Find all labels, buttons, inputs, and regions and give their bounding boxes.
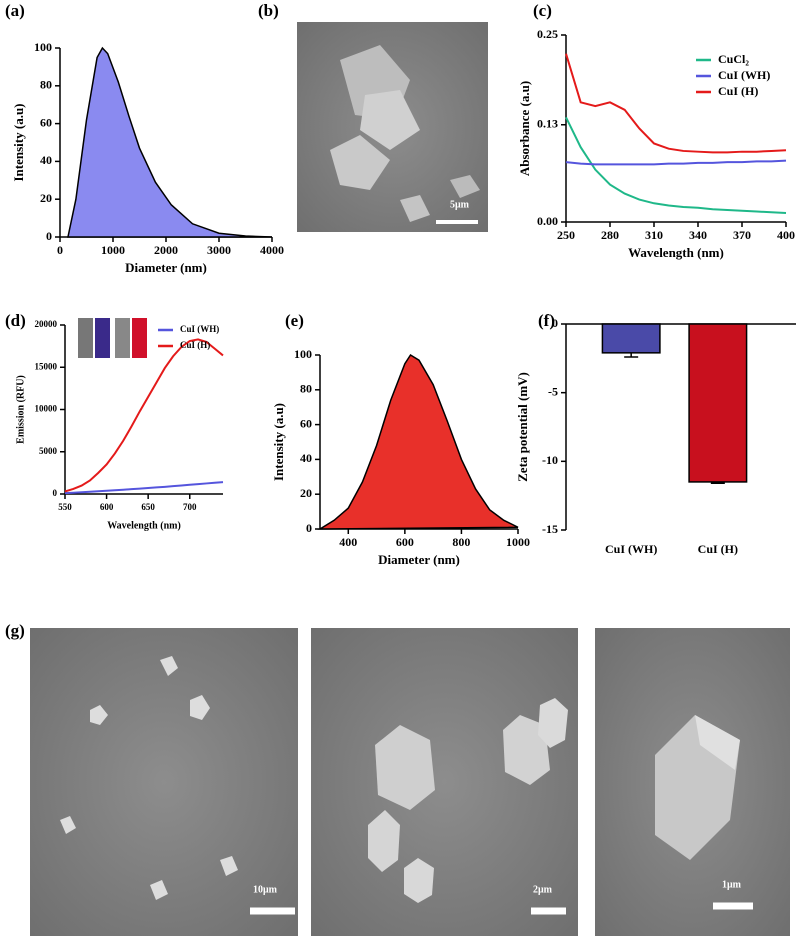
y-tick-label: 0.00 bbox=[537, 214, 558, 228]
scale-bar-label: 2μm bbox=[533, 884, 553, 895]
legend-label: CuI (H) bbox=[180, 340, 210, 350]
x-tick-label: 310 bbox=[645, 228, 663, 242]
y-axis-label: Intensity (a.u) bbox=[271, 403, 286, 481]
legend-label: CuI (H) bbox=[718, 84, 758, 98]
sem-image: 2μm bbox=[311, 628, 578, 936]
y-tick-label: -5 bbox=[548, 384, 558, 398]
sem-image: 10μm bbox=[30, 628, 298, 936]
y-tick-label: 40 bbox=[40, 153, 52, 167]
y-tick-label: 5000 bbox=[39, 446, 58, 456]
line bbox=[565, 159, 787, 166]
x-tick-label: 250 bbox=[557, 228, 575, 242]
panel-label: (g) bbox=[5, 621, 25, 640]
y-tick-label: 20 bbox=[300, 486, 312, 500]
y-tick-label: 80 bbox=[40, 78, 52, 92]
y-axis-label: Intensity (a.u) bbox=[11, 103, 26, 181]
x-axis-label: Diameter (nm) bbox=[125, 260, 207, 275]
y-tick-label: 40 bbox=[300, 451, 312, 465]
y-tick-label: 0 bbox=[46, 229, 52, 243]
panel-label: (c) bbox=[533, 1, 552, 20]
x-tick-label: CuI (H) bbox=[698, 542, 738, 556]
x-tick-label: 550 bbox=[58, 502, 72, 512]
line bbox=[565, 53, 787, 154]
line bbox=[565, 116, 787, 215]
scale-bar-label: 5μm bbox=[450, 199, 470, 210]
x-tick-label: 340 bbox=[689, 228, 707, 242]
x-tick-label: 700 bbox=[183, 502, 197, 512]
bar bbox=[601, 323, 661, 354]
y-tick-label: 60 bbox=[40, 115, 52, 129]
x-tick-label: 600 bbox=[100, 502, 114, 512]
inset-photo bbox=[78, 318, 147, 358]
y-axis-label: Emission (RFU) bbox=[15, 375, 26, 444]
panel-label: (d) bbox=[5, 311, 26, 330]
x-tick-label: CuI (WH) bbox=[605, 542, 657, 556]
x-tick-label: 280 bbox=[601, 228, 619, 242]
y-tick-label: 0.13 bbox=[537, 117, 558, 131]
y-tick-label: 10000 bbox=[35, 404, 58, 414]
scale-bar-label: 10μm bbox=[253, 884, 278, 895]
y-axis-label: Zeta potential (mV) bbox=[515, 372, 530, 482]
panel-label: (a) bbox=[5, 1, 25, 20]
error-bar bbox=[710, 481, 725, 485]
x-tick-label: 400 bbox=[339, 535, 357, 549]
y-tick-label: 60 bbox=[300, 416, 312, 430]
error-bar bbox=[624, 352, 639, 358]
y-tick-label: 15000 bbox=[35, 361, 58, 371]
y-tick-label: 0 bbox=[53, 488, 58, 498]
x-axis-label: Diameter (nm) bbox=[378, 552, 460, 567]
x-tick-label: 3000 bbox=[207, 243, 231, 257]
x-tick-label: 800 bbox=[452, 535, 470, 549]
y-tick-label: 0.25 bbox=[537, 27, 558, 41]
area bbox=[317, 353, 519, 530]
scale-bar-label: 1μm bbox=[722, 879, 742, 890]
sem-image: 5μm bbox=[297, 22, 488, 232]
y-tick-label: 20000 bbox=[35, 319, 58, 329]
sem-image: 1μm bbox=[595, 628, 790, 936]
x-tick-label: 0 bbox=[57, 243, 63, 257]
x-tick-label: 600 bbox=[396, 535, 414, 549]
legend-label: CuI (WH) bbox=[718, 68, 770, 82]
y-tick-label: 100 bbox=[294, 347, 312, 361]
panel-label: (b) bbox=[258, 1, 279, 20]
x-tick-label: 2000 bbox=[154, 243, 178, 257]
y-tick-label: 100 bbox=[34, 40, 52, 54]
x-axis-label: Wavelength (nm) bbox=[107, 520, 181, 531]
y-tick-label: -15 bbox=[542, 522, 558, 536]
x-tick-label: 650 bbox=[141, 502, 155, 512]
x-tick-label: 370 bbox=[733, 228, 751, 242]
legend-label: CuI (WH) bbox=[180, 324, 219, 334]
area bbox=[67, 46, 273, 238]
x-tick-label: 1000 bbox=[506, 535, 530, 549]
y-axis-label: Absorbance (a.u) bbox=[517, 81, 532, 176]
x-tick-label: 4000 bbox=[260, 243, 284, 257]
x-tick-label: 1000 bbox=[101, 243, 125, 257]
legend-label: CuCl₂ bbox=[718, 52, 749, 66]
x-axis-label: Wavelength (nm) bbox=[628, 245, 724, 260]
y-tick-label: 0 bbox=[552, 316, 558, 330]
y-tick-label: 80 bbox=[300, 382, 312, 396]
panel-label: (e) bbox=[285, 311, 304, 330]
line bbox=[64, 481, 224, 495]
x-tick-label: 400 bbox=[777, 228, 795, 242]
y-tick-label: -10 bbox=[542, 453, 558, 467]
y-tick-label: 0 bbox=[306, 521, 312, 535]
y-tick-label: 20 bbox=[40, 191, 52, 205]
line bbox=[64, 338, 224, 493]
panel-label: (f) bbox=[538, 311, 555, 330]
bar bbox=[688, 323, 748, 483]
